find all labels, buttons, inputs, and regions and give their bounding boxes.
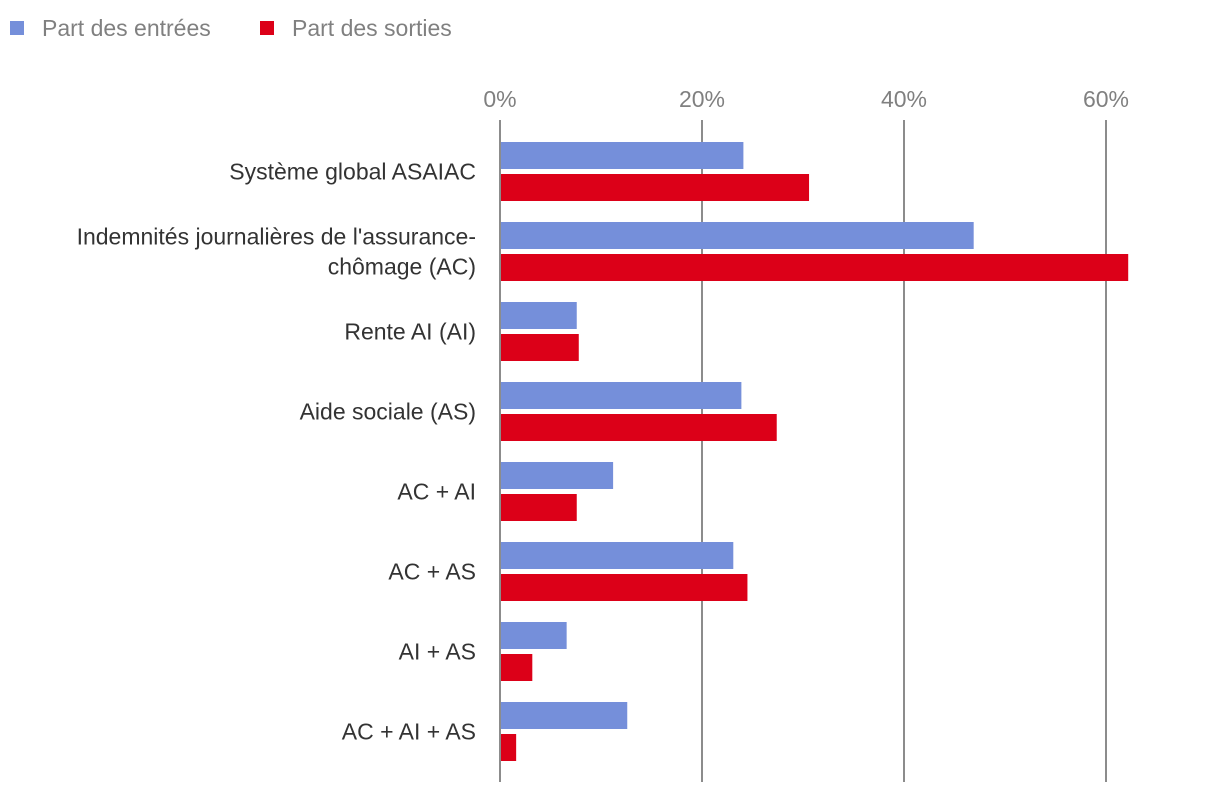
x-tick-label-3: 40% xyxy=(881,86,927,112)
x-tick-label-4: 60% xyxy=(1083,86,1129,112)
bar-entrees-2 xyxy=(501,222,974,249)
category-label-2: Indemnités journalières de l'assurance-c… xyxy=(77,224,476,280)
legend-swatch-2 xyxy=(260,21,274,35)
category-label-5: AC + AI xyxy=(397,479,476,505)
legend-label-1: Part des entrées xyxy=(42,15,211,41)
bar-sorties-1 xyxy=(501,174,810,201)
bar-sorties-6 xyxy=(501,574,748,601)
category-label-8: AC + AI + AS xyxy=(342,719,476,745)
legend-label-2: Part des sorties xyxy=(292,15,452,41)
bar-sorties-8 xyxy=(501,734,517,761)
legend-swatch-1 xyxy=(10,21,24,35)
category-label-1: Système global ASAIAC xyxy=(229,159,476,185)
bar-sorties-2 xyxy=(501,254,1129,281)
bar-entrees-5 xyxy=(501,462,614,489)
bar-sorties-3 xyxy=(501,334,579,361)
category-label-4: Aide sociale (AS) xyxy=(300,399,476,425)
category-label-6: AC + AS xyxy=(388,559,476,585)
bar-entrees-3 xyxy=(501,302,577,329)
x-axis-ticks: 0% 20% 40% 60% xyxy=(483,86,1129,112)
bar-entrees-1 xyxy=(501,142,744,169)
bar-sorties-4 xyxy=(501,414,777,441)
chart-gridlines xyxy=(499,120,1107,782)
bar-entrees-7 xyxy=(501,622,567,649)
chart-bars xyxy=(501,142,1129,761)
chart-legend: Part des entrées Part des sorties xyxy=(10,15,452,41)
x-tick-label-2: 20% xyxy=(679,86,725,112)
category-label-3: Rente AI (AI) xyxy=(344,319,476,345)
bar-entrees-8 xyxy=(501,702,628,729)
y-axis-categories: Système global ASAIAC Indemnités journali… xyxy=(77,159,476,745)
bar-sorties-5 xyxy=(501,494,577,521)
bar-sorties-7 xyxy=(501,654,533,681)
bar-entrees-4 xyxy=(501,382,742,409)
bar-entrees-6 xyxy=(501,542,734,569)
x-tick-label-1: 0% xyxy=(483,86,516,112)
category-label-7: AI + AS xyxy=(399,639,476,665)
